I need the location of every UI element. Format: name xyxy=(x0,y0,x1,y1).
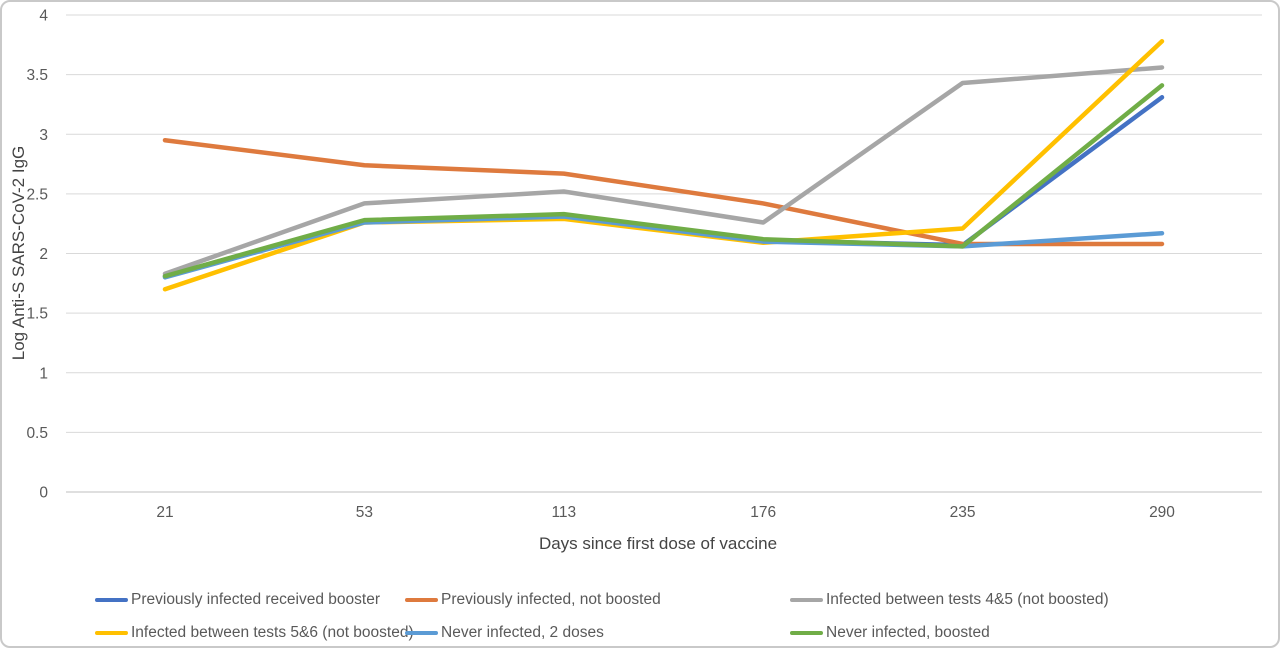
x-axis-tick-label: 113 xyxy=(551,504,576,521)
legend-line-marker xyxy=(405,597,438,603)
legend-label: Previously infected received booster xyxy=(131,591,380,608)
legend-line-marker xyxy=(405,630,438,636)
legend-label: Infected between tests 5&6 (not boosted) xyxy=(131,624,414,641)
y-axis-tick-label: 2.5 xyxy=(26,186,48,203)
y-axis-tick-label: 1.5 xyxy=(26,306,48,323)
legend-label: Never infected, 2 doses xyxy=(441,624,604,641)
series-line-5 xyxy=(162,83,1165,279)
y-axis-tick-label: 4 xyxy=(39,8,48,25)
y-axis-title: Log Anti-S SARS-CoV-2 IgG xyxy=(9,146,28,361)
series-line-2 xyxy=(162,65,1165,277)
x-axis-tick-label: 290 xyxy=(1149,504,1175,521)
x-axis-title: Days since first dose of vaccine xyxy=(539,534,777,553)
legend-item-1: Previously infected, not boosted xyxy=(405,590,661,610)
legend-item-5: Never infected, boosted xyxy=(790,623,990,643)
legend-line-marker xyxy=(790,597,823,603)
y-axis-tick-label: 3 xyxy=(39,127,48,144)
y-axis-tick-label: 0 xyxy=(39,485,48,502)
line-chart-plot: 0 0.5 1 1.5 2 2.5 3 3.5 4 21 53 113 176 235 290 Days si… xyxy=(9,8,1262,553)
legend-item-3: Infected between tests 5&6 (not boosted) xyxy=(95,623,414,643)
legend-line-marker xyxy=(790,630,823,636)
x-axis-tick-label: 53 xyxy=(356,504,373,521)
legend-line-marker xyxy=(95,597,128,603)
x-axis-tick-label: 21 xyxy=(156,504,173,521)
legend-item-2: Infected between tests 4&5 (not boosted) xyxy=(790,590,1109,610)
y-axis-tick-label: 2 xyxy=(39,246,48,263)
legend-label: Never infected, boosted xyxy=(826,624,990,641)
y-axis-tick-label: 0.5 xyxy=(26,425,48,442)
x-axis-tick-label: 235 xyxy=(950,504,976,521)
y-axis-tick-label: 3.5 xyxy=(26,67,48,84)
x-axis-tick-label: 176 xyxy=(750,504,776,521)
legend-label: Previously infected, not boosted xyxy=(441,591,661,608)
legend-item-0: Previously infected received booster xyxy=(95,590,380,610)
legend-line-marker xyxy=(95,630,128,636)
legend-item-4: Never infected, 2 doses xyxy=(405,623,604,643)
legend-label: Infected between tests 4&5 (not boosted) xyxy=(826,591,1109,608)
y-axis-tick-label: 1 xyxy=(39,365,48,382)
